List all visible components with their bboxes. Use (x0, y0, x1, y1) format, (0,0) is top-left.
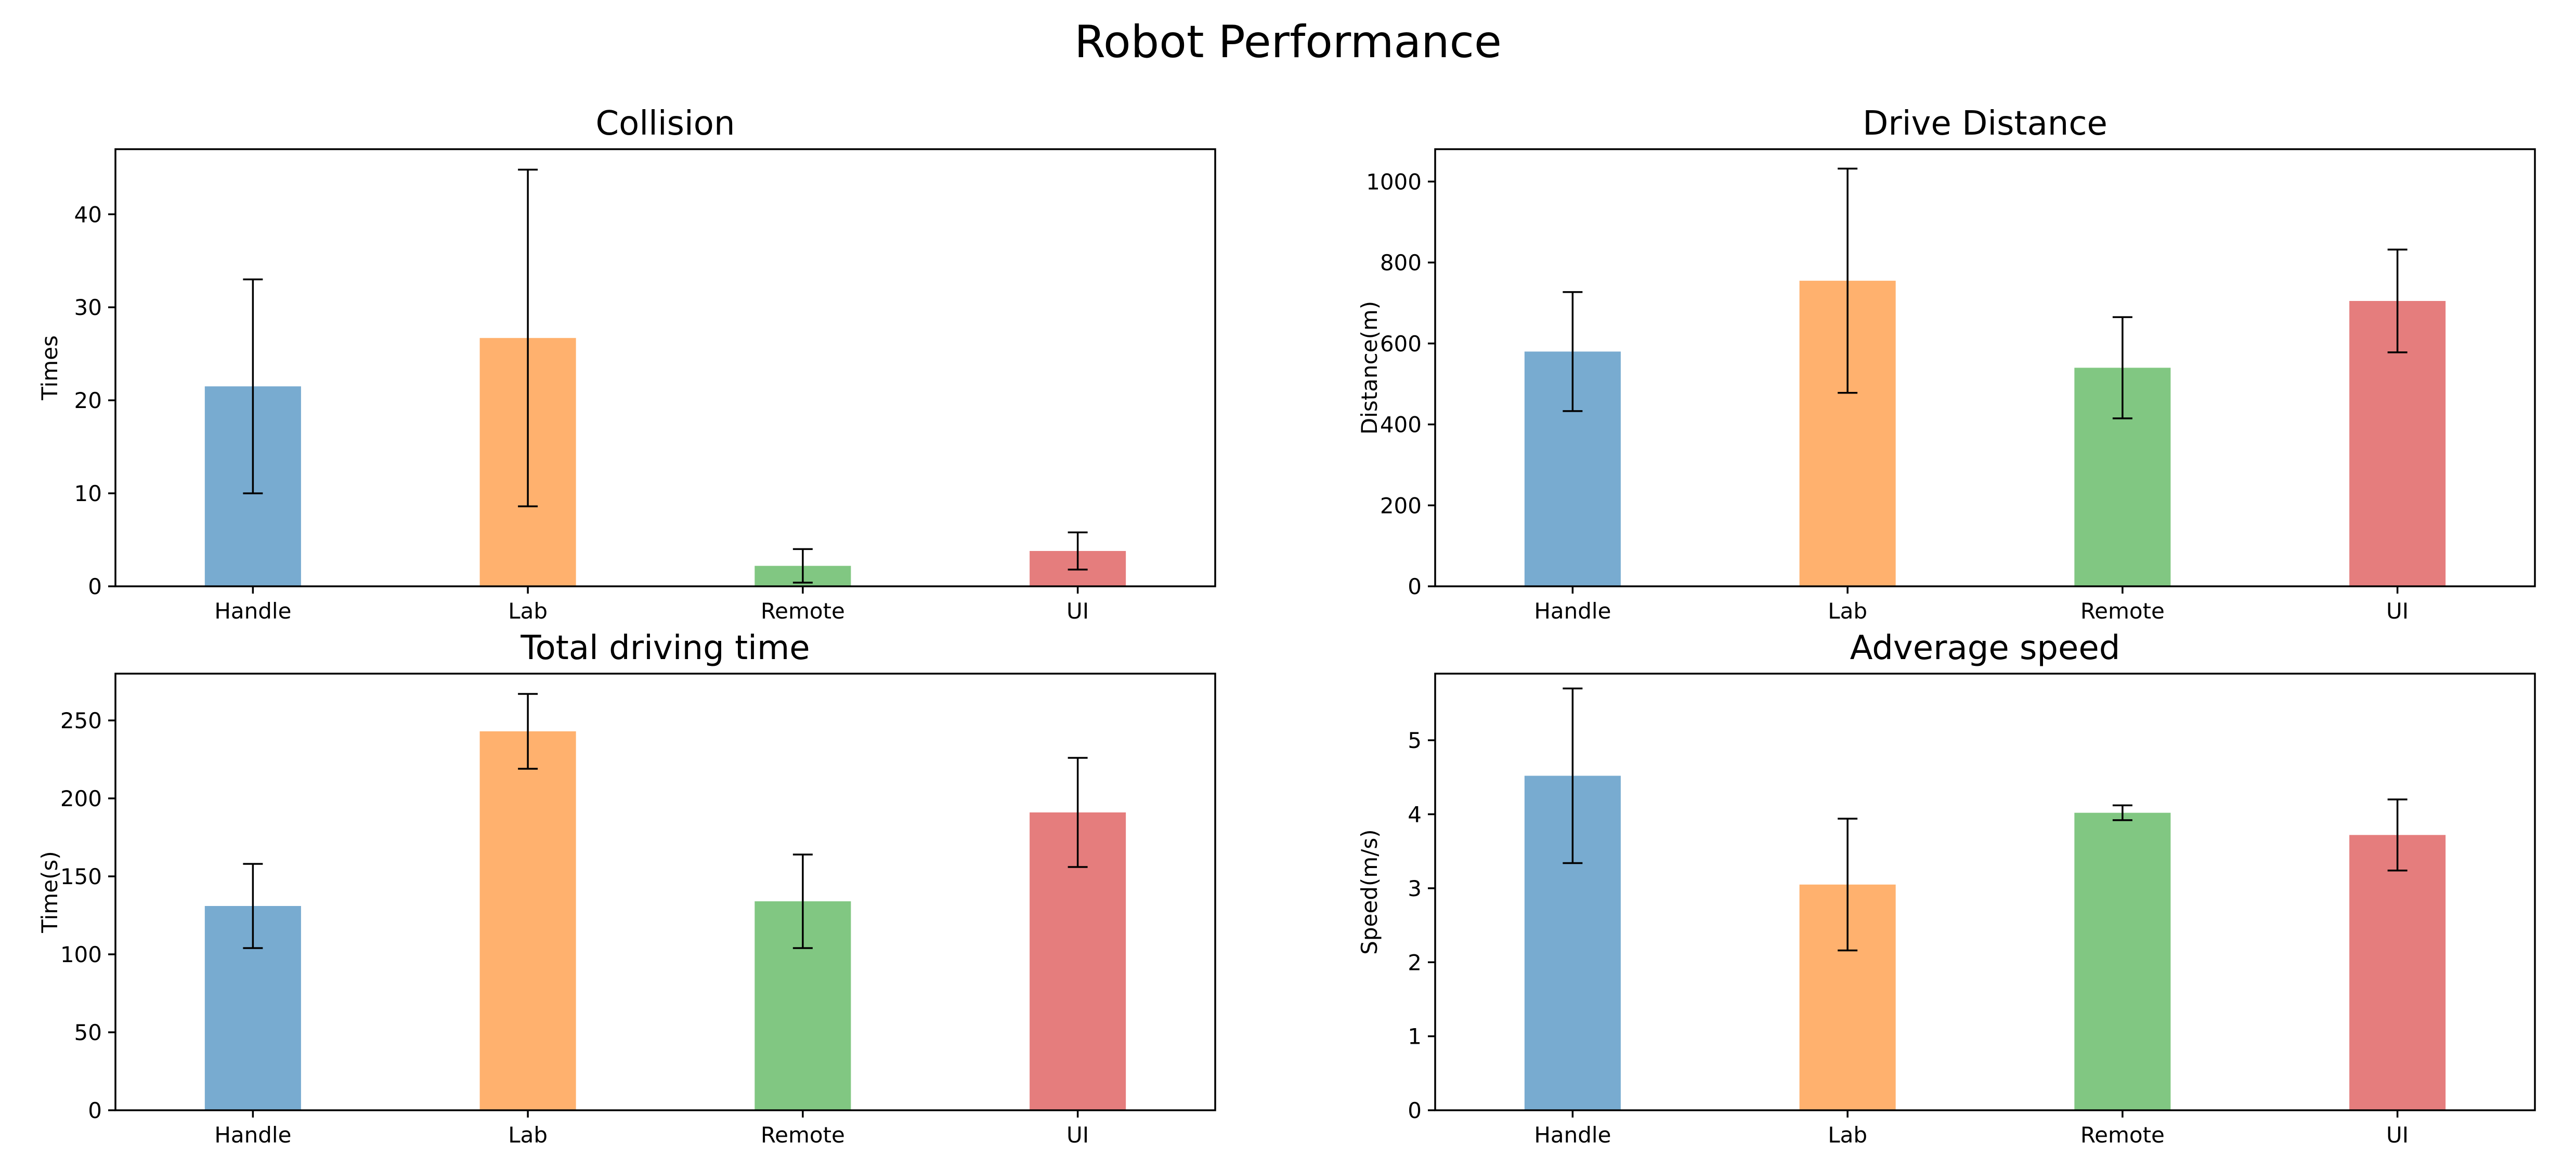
chart-drive-distance-xtick-label-ui: UI (2386, 598, 2409, 624)
chart-adverage-speed-ytick-label: 4 (1408, 802, 1422, 828)
chart-adverage-speed-xtick-label-ui: UI (2386, 1122, 2409, 1148)
chart-total-driving-time-ytick-label: 250 (60, 708, 102, 733)
chart-adverage-speed: Adverage speed Handle Lab Remote UI 0 1 2 3 4 5 Spe… (1357, 629, 2536, 1148)
chart-collision-ytick-label: 0 (88, 574, 102, 599)
chart-total-driving-time-bar-lab (479, 731, 576, 1110)
chart-total-driving-time-ytick-label: 150 (60, 864, 102, 889)
figure-title: Robot Performance (1074, 16, 1502, 68)
chart-drive-distance-errorbar-lab (1838, 167, 1858, 394)
chart-collision-errorbar-ui (1068, 531, 1088, 571)
chart-adverage-speed-title: Adverage speed (1850, 629, 2120, 667)
chart-total-driving-time-errorbar-remote (792, 853, 813, 949)
chart-total-driving-time-ytick-label: 50 (74, 1020, 102, 1045)
chart-collision-errorbar-remote (792, 548, 813, 584)
chart-adverage-speed-ytick-label: 3 (1408, 876, 1422, 901)
chart-collision-ylabel: Times (37, 335, 62, 401)
chart-adverage-speed-errorbar-lab (1838, 818, 1858, 952)
chart-drive-distance-xtick-label-remote: Remote (2080, 598, 2165, 624)
chart-collision-errorbar-lab (518, 168, 538, 507)
chart-adverage-speed-axes-frame (1434, 673, 2536, 1111)
chart-collision-xtick-label-handle: Handle (214, 598, 291, 624)
chart-total-driving-time-ytick-label: 0 (88, 1098, 102, 1123)
chart-drive-distance-title: Drive Distance (1863, 104, 2107, 143)
chart-adverage-speed-errorbar-remote (2112, 804, 2132, 821)
chart-collision-ytick-label: 20 (74, 388, 102, 413)
chart-drive-distance-ytick-label: 200 (1380, 493, 1422, 518)
chart-drive-distance-ylabel: Distance(m) (1357, 301, 1382, 435)
chart-collision-xtick-label-ui: UI (1066, 598, 1089, 624)
chart-drive-distance-ytick-label: 0 (1408, 574, 1422, 599)
chart-total-driving-time-errorbar-handle (243, 863, 263, 949)
chart-collision-xtick-label-remote: Remote (761, 598, 845, 624)
chart-adverage-speed-errorbar-handle (1563, 687, 1583, 864)
chart-drive-distance-ytick-label: 1000 (1366, 169, 1422, 194)
chart-total-driving-time-xtick-label-handle: Handle (214, 1122, 291, 1148)
chart-drive-distance: Drive Distance Handle Lab Remote UI 0 200 400 60… (1357, 104, 2536, 624)
chart-adverage-speed-xtick-label-lab: Lab (1828, 1122, 1867, 1148)
chart-collision-ytick-label: 10 (74, 481, 102, 506)
chart-drive-distance-axes-frame (1434, 148, 2536, 587)
chart-collision-xtick-label-lab: Lab (508, 598, 548, 624)
chart-adverage-speed-ytick-label: 1 (1408, 1024, 1422, 1049)
chart-adverage-speed-xtick-label-handle: Handle (1534, 1122, 1611, 1148)
chart-total-driving-time-ytick-label: 200 (60, 786, 102, 811)
chart-total-driving-time-xtick-label-remote: Remote (761, 1122, 845, 1148)
chart-drive-distance-errorbar-handle (1563, 291, 1583, 412)
chart-total-driving-time-xtick-label-lab: Lab (508, 1122, 548, 1148)
chart-drive-distance-xtick-label-lab: Lab (1828, 598, 1867, 624)
chart-collision: Collision Handle Lab Remote UI 0 10 20 30 40 Times (37, 104, 1216, 624)
chart-adverage-speed-ytick-label: 0 (1408, 1098, 1422, 1123)
chart-adverage-speed-ytick-label: 5 (1408, 728, 1422, 753)
chart-total-driving-time-title: Total driving time (520, 629, 810, 667)
chart-drive-distance-xtick-label-handle: Handle (1534, 598, 1611, 624)
chart-total-driving-time-errorbar-ui (1068, 757, 1088, 868)
chart-drive-distance-errorbar-remote (2112, 316, 2132, 419)
chart-adverage-speed-bar-remote (2074, 812, 2171, 1110)
chart-adverage-speed-ylabel: Speed(m/s) (1357, 829, 1382, 954)
chart-total-driving-time: Total driving time Handle Lab Remote UI 0 50 10… (37, 629, 1216, 1148)
chart-adverage-speed-bar-ui (2349, 835, 2446, 1110)
chart-total-driving-time-axes-frame (114, 673, 1216, 1111)
chart-collision-title: Collision (595, 104, 735, 143)
chart-collision-errorbar-handle (243, 278, 263, 494)
chart-drive-distance-ytick-label: 400 (1380, 412, 1422, 438)
chart-collision-ytick-label: 30 (74, 295, 102, 320)
chart-total-driving-time-errorbar-lab (518, 693, 538, 770)
chart-drive-distance-errorbar-ui (2387, 248, 2408, 353)
chart-adverage-speed-errorbar-ui (2387, 798, 2408, 872)
chart-total-driving-time-ytick-label: 100 (60, 942, 102, 967)
chart-collision-ytick-label: 40 (74, 202, 102, 227)
chart-adverage-speed-ytick-label: 2 (1408, 950, 1422, 975)
chart-total-driving-time-xtick-label-ui: UI (1066, 1122, 1089, 1148)
chart-collision-axes-frame (114, 148, 1216, 587)
chart-drive-distance-ytick-label: 600 (1380, 331, 1422, 357)
chart-total-driving-time-ylabel: Time(s) (37, 851, 62, 933)
chart-drive-distance-ytick-label: 800 (1380, 250, 1422, 275)
chart-adverage-speed-xtick-label-remote: Remote (2080, 1122, 2165, 1148)
